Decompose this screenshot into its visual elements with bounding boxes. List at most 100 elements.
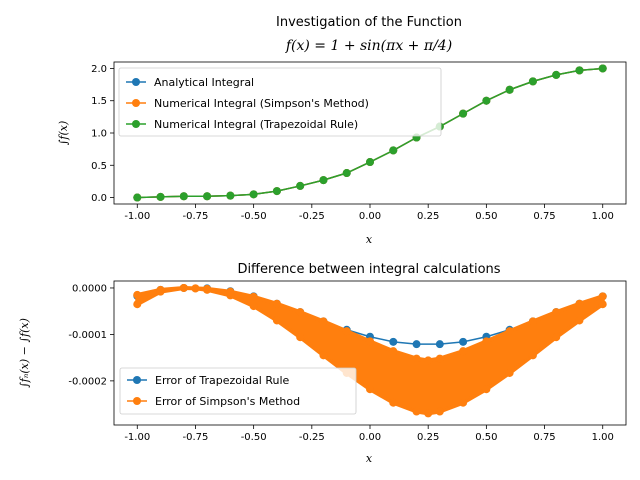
chart0-ytick-label: 1.5 [91,96,107,107]
chart1-series-1-point-upper [435,354,444,363]
chart1-xtick-label: 0.50 [475,432,497,443]
bottom-title: Difference between integral calculations [237,262,500,277]
chart1-series-1-point-upper [296,308,305,317]
chart0-series-2-point [482,96,491,105]
chart1-series-1-point [319,351,328,360]
chart1-series-1-point-upper [272,299,281,308]
chart1-ytick-label: 0.0000 [72,283,107,294]
chart1-series-1-point-upper [482,337,491,346]
chart0-series-2-point [505,85,514,94]
chart1-xtick-label: 0.25 [417,432,439,443]
chart0-series-2-point [272,187,281,196]
top-title-line2: f(x) = 1 + sin(πx + π/4) [285,38,452,54]
chart1-series-1-point [459,398,468,407]
chart0-series-2-point [249,190,258,199]
chart1-series-1-point-upper [459,347,468,356]
bottom-legend: Error of Trapezoidal Rule Error of Simpso… [119,367,357,415]
chart1-series-1-point-upper [226,287,235,296]
chart1-xtick-label: 0.75 [533,432,555,443]
chart1-series-1-point-upper [319,317,328,326]
chart0-xtick-label: -0.50 [241,211,267,222]
chart0-series-2-point [342,169,351,178]
chart0-xtick-label: 0.00 [359,211,381,222]
chart1-ytick-label: -0.0002 [68,376,107,387]
chart1-legend-swatch-marker [133,376,141,384]
chart0-ytick-label: 2.0 [91,64,107,75]
chart1-series-1-point-upper [412,354,421,363]
chart0-series-2-point [203,192,212,201]
chart1-series-1-point-upper [389,347,398,356]
chart1-ytick-label: -0.0001 [68,330,107,341]
chart1-series-0-point [412,340,421,349]
chart0-xtick-label: 0.50 [475,211,497,222]
chart1-xtick-label: -0.50 [241,432,267,443]
chart1-series-1-point [389,398,398,407]
chart1-series-1-point [424,409,433,418]
chart1-series-1-point-upper [552,308,561,317]
chart1-legend-swatch-marker [133,397,141,405]
chart1-xtick-label: 0.00 [359,432,381,443]
chart0-legend-label: Analytical Integral [154,76,254,89]
chart1-series-1-point [366,385,374,394]
chart0-xtick-label: -1.00 [124,211,150,222]
chart0-xtick-label: -0.25 [299,211,325,222]
chart0-legend-swatch-marker [132,99,140,107]
chart0-ytick-label: 0.5 [91,161,107,172]
chart1-xtick-label: -0.25 [299,432,325,443]
chart0-series-2-point [575,66,584,75]
chart1-series-1-point-upper [249,292,258,301]
chart-top: Investigation of the Function f(x) = 1 +… [57,15,627,246]
chart0-series-2-point [598,64,607,73]
chart0-xtick-label: -0.75 [183,211,209,222]
chart0-series-2-point [226,191,235,200]
chart1-series-1-point-upper [342,327,351,336]
chart1-series-0-point [389,337,398,346]
chart1-series-1-point-upper [133,290,142,299]
chart0-legend-swatch-marker [132,120,140,128]
chart0-series-2-point [459,109,468,118]
chart1-series-1-point [505,368,514,377]
chart1-xtick-label: -1.00 [124,432,150,443]
chart0-xtick-label: 0.75 [533,211,555,222]
chart0-legend-label: Numerical Integral (Simpson's Method) [154,97,369,110]
chart1-xtick-label: 1.00 [592,432,614,443]
chart1-series-1-point [598,300,607,309]
chart1-legend-label: Error of Trapezoidal Rule [155,374,290,387]
top-legend: Analytical Integral Numerical Integral (S… [118,67,442,137]
chart0-ytick-label: 0.0 [91,193,107,204]
chart1-series-1-point [552,333,561,342]
chart1-legend-label: Error of Simpson's Method [155,395,300,408]
chart0-series-2-point [133,193,142,202]
chart1-series-0-point [435,340,444,349]
chart1-series-1-point-upper [191,284,200,293]
chart0-series-2-point [389,146,398,155]
chart1-series-1-point-upper [366,337,374,346]
chart1-series-1-point [133,300,142,309]
chart1-series-1-point-upper [575,299,584,308]
chart0-series-2-point [156,192,165,201]
chart0-series-2-point [179,192,188,201]
chart1-series-1-point [435,407,444,416]
top-xlabel: x [366,233,373,246]
chart1-series-1-point-upper [505,327,514,336]
bottom-xlabel: x [366,452,373,465]
chart0-legend-label: Numerical Integral (Trapezoidal Rule) [154,118,358,131]
top-title-line1: Investigation of the Function [276,15,462,30]
bottom-ylabel: ∫fₙ(x) − ∫f(x) [18,318,31,388]
chart0-series-2-point [528,77,537,86]
chart0-legend-swatch-marker [132,78,140,86]
chart0-series-2-point [552,70,561,79]
chart1-series-1-point [296,333,305,342]
chart1-series-1-point [575,316,584,325]
chart1-series-1-point-upper [203,284,212,293]
chart1-series-1-point-upper [156,285,165,294]
chart0-series-2-point [319,176,328,185]
chart1-series-1-point-upper [424,356,433,365]
chart1-series-1-point-upper [179,283,188,292]
chart0-xtick-label: 0.25 [417,211,439,222]
chart0-ytick-label: 1.0 [91,129,107,140]
chart1-series-1-point [249,302,258,311]
chart1-series-0-point [459,337,468,346]
chart1-xtick-label: -0.75 [183,432,209,443]
